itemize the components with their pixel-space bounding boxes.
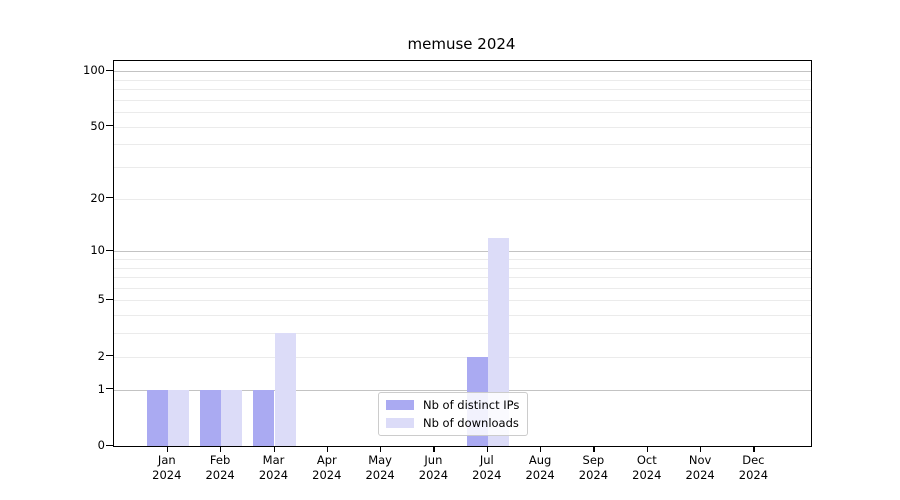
x-tick-mark bbox=[646, 446, 648, 452]
minor-gridline bbox=[114, 99, 811, 101]
minor-gridline bbox=[114, 258, 811, 260]
y-tick-mark bbox=[106, 298, 113, 301]
major-gridline bbox=[114, 389, 811, 391]
x-tick-label: Jun 2024 bbox=[418, 453, 449, 482]
x-tick-label: Oct 2024 bbox=[632, 453, 662, 482]
y-tick-mark bbox=[106, 197, 113, 199]
x-tick-mark bbox=[433, 446, 435, 452]
y-tick-mark bbox=[106, 355, 113, 357]
y-tick-mark bbox=[106, 388, 113, 390]
minor-gridline bbox=[114, 287, 811, 289]
minor-gridline bbox=[114, 89, 811, 90]
x-tick-label: Jul 2024 bbox=[472, 453, 502, 482]
legend-label-distinct-ips: Nb of distinct IPs bbox=[423, 398, 520, 412]
legend-swatch-downloads bbox=[386, 418, 414, 428]
bar-downloads-mar bbox=[274, 333, 296, 446]
minor-gridline bbox=[114, 198, 811, 200]
bar-downloads-jan bbox=[167, 389, 190, 446]
x-tick-label: Aug 2024 bbox=[525, 453, 555, 482]
minor-gridline bbox=[114, 333, 811, 335]
x-tick-label: Apr 2024 bbox=[312, 453, 342, 482]
x-tick-mark bbox=[753, 446, 755, 452]
minor-gridline bbox=[114, 144, 811, 146]
minor-gridline bbox=[114, 167, 811, 168]
x-tick-label: Nov 2024 bbox=[685, 453, 715, 482]
x-tick-mark bbox=[166, 446, 168, 452]
plot-area bbox=[113, 60, 812, 447]
bar-distinct-ips-mar bbox=[253, 389, 275, 446]
legend-swatch-distinct-ips bbox=[386, 400, 414, 410]
x-tick-mark bbox=[220, 446, 222, 452]
x-tick-mark bbox=[273, 446, 275, 452]
y-tick-label: 2 bbox=[97, 348, 105, 363]
y-tick-mark bbox=[106, 69, 113, 71]
minor-gridline bbox=[114, 315, 811, 317]
x-tick-mark bbox=[380, 446, 382, 452]
y-tick-label: 0 bbox=[97, 438, 105, 452]
minor-gridline bbox=[114, 79, 811, 81]
y-tick-label: 1 bbox=[97, 381, 105, 396]
x-tick-mark bbox=[700, 446, 702, 452]
y-tick-label: 5 bbox=[97, 292, 105, 307]
y-tick-label: 20 bbox=[90, 190, 105, 205]
x-tick-label: May 2024 bbox=[365, 453, 395, 482]
x-tick-mark bbox=[486, 446, 488, 452]
y-tick-mark bbox=[106, 125, 113, 127]
y-tick-mark bbox=[106, 444, 113, 446]
y-tick-label: 10 bbox=[90, 243, 105, 258]
bar-distinct-ips-feb bbox=[199, 389, 222, 446]
bar-downloads-feb bbox=[221, 389, 243, 446]
bar-distinct-ips-jan bbox=[146, 389, 168, 446]
y-tick-label: 50 bbox=[90, 118, 105, 133]
minor-gridline bbox=[114, 300, 811, 302]
legend-row: Nb of distinct IPs bbox=[386, 398, 519, 412]
minor-gridline bbox=[114, 356, 811, 358]
y-tick-label: 100 bbox=[83, 63, 105, 77]
x-tick-label: Jan 2024 bbox=[152, 453, 182, 482]
chart-title: memuse 2024 bbox=[407, 35, 516, 53]
minor-gridline bbox=[114, 267, 811, 269]
minor-gridline bbox=[114, 112, 811, 113]
x-tick-label: Dec 2024 bbox=[738, 453, 769, 482]
x-tick-label: Sep 2024 bbox=[578, 453, 609, 482]
major-gridline bbox=[114, 251, 811, 253]
y-tick-mark bbox=[106, 249, 113, 251]
legend-label-downloads: Nb of downloads bbox=[423, 416, 519, 430]
x-tick-mark bbox=[326, 446, 328, 452]
x-tick-mark bbox=[593, 446, 595, 452]
x-tick-label: Feb 2024 bbox=[205, 453, 235, 482]
x-tick-mark bbox=[540, 446, 542, 452]
x-tick-label: Mar 2024 bbox=[258, 453, 289, 482]
minor-gridline bbox=[114, 126, 811, 128]
minor-gridline bbox=[114, 277, 811, 278]
legend-row: Nb of downloads bbox=[386, 416, 519, 430]
legend: Nb of distinct IPs Nb of downloads bbox=[378, 392, 529, 436]
major-gridline bbox=[114, 71, 811, 72]
